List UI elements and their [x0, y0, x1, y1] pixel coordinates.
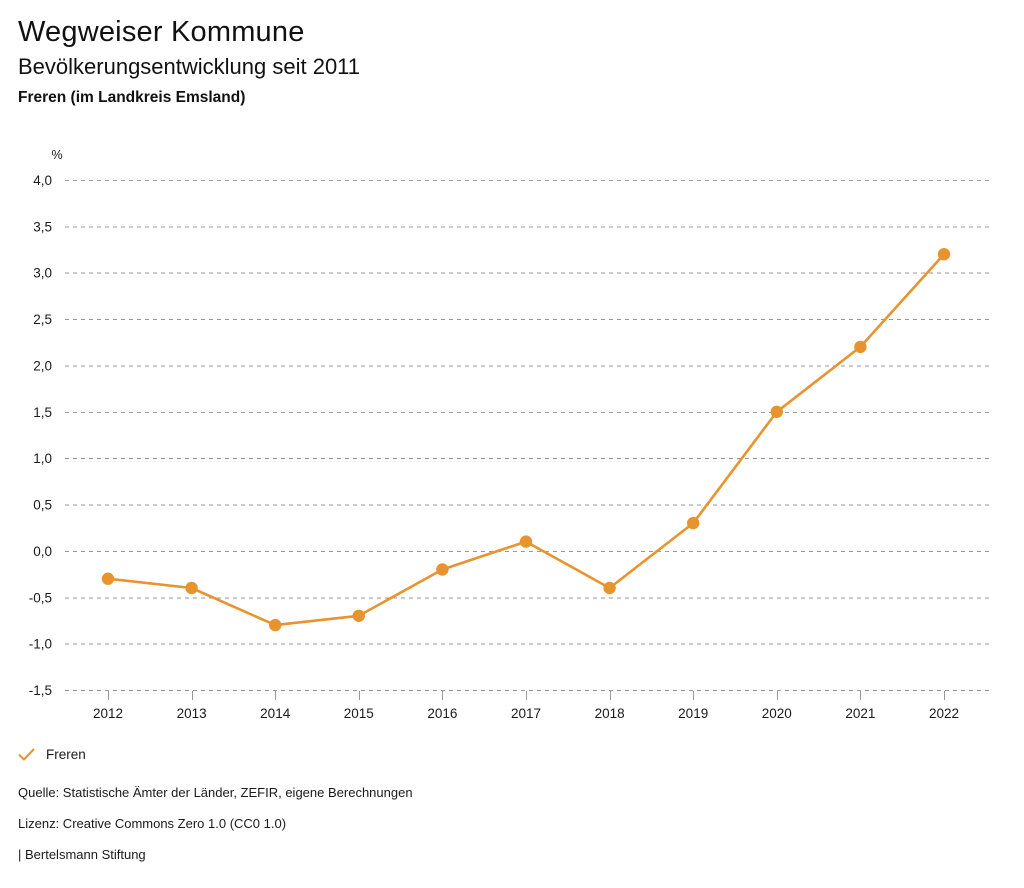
- y-axis-tick-label: 2,0: [33, 358, 52, 373]
- y-axis-tick-label: 1,0: [33, 451, 52, 466]
- x-axis-tick-label: 2015: [344, 706, 374, 721]
- x-axis-tick-label: 2013: [177, 706, 207, 721]
- y-axis-unit-label: %: [51, 148, 62, 162]
- line-chart: 4,0 3,5 3,0 2,5 2,0 1,5 1,0 0,5 0,0 -0,5 -1,0 -1,5 …: [29, 148, 991, 721]
- x-axis-labels-group: 2012 2013 2014 2015 2016 2017 2018 2019 2020 2021…: [93, 706, 959, 721]
- data-point[interactable]: [603, 581, 616, 595]
- y-axis-labels-group: 4,0 3,5 3,0 2,5 2,0 1,5 1,0 0,5 0,0 -0,5 -1,0 -1,5: [29, 173, 52, 698]
- y-axis-tick-label: -1,5: [29, 683, 52, 698]
- data-point[interactable]: [519, 535, 533, 548]
- series-line-freren: [106, 252, 946, 627]
- data-point[interactable]: [687, 516, 700, 530]
- chart-footer: Quelle: Statistische Ämter der Länder, Z…: [18, 784, 998, 863]
- gridlines-group: [65, 180, 991, 691]
- x-axis-ticks-group: [108, 691, 945, 700]
- x-axis-tick-label: 2021: [845, 706, 875, 721]
- data-point[interactable]: [937, 248, 951, 261]
- chart-location-label: Freren (im Landkreis Emsland): [18, 89, 246, 106]
- chart-subtitle: Bevölkerungsentwicklung seit 2011: [18, 54, 361, 79]
- data-point[interactable]: [854, 340, 867, 354]
- data-point[interactable]: [770, 405, 783, 418]
- y-axis-tick-label: -0,5: [29, 590, 52, 605]
- legend-item-freren[interactable]: Freren: [18, 746, 86, 764]
- x-axis-tick-label: 2016: [427, 706, 457, 721]
- data-point[interactable]: [269, 618, 282, 632]
- y-axis-tick-label: -1,0: [29, 637, 52, 652]
- x-axis-tick-label: 2014: [260, 706, 291, 721]
- y-axis-tick-label: 1,5: [33, 405, 52, 420]
- y-axis-tick-label: 0,0: [33, 544, 52, 559]
- page-title: Wegweiser Kommune: [18, 16, 305, 48]
- check-icon: [18, 748, 35, 761]
- legend-label: Freren: [46, 747, 86, 762]
- x-axis-tick-label: 2012: [93, 706, 123, 721]
- chart-canvas: 4,03,53,02,52,01,51,00,50,0-0,5-1,0-1,5 …: [29, 148, 991, 721]
- footer-license: Lizenz: Creative Commons Zero 1.0 (CC0 1…: [18, 816, 287, 831]
- data-point[interactable]: [101, 572, 115, 585]
- x-axis-tick-label: 2017: [511, 706, 541, 721]
- data-point[interactable]: [436, 563, 449, 576]
- data-point[interactable]: [185, 581, 198, 595]
- footer-publisher: | Bertelsmann Stiftung: [18, 847, 146, 862]
- y-axis-tick-label: 0,5: [33, 498, 52, 513]
- x-axis-tick-label: 2020: [762, 706, 792, 721]
- x-axis-tick-label: 2022: [929, 706, 959, 721]
- series-group: [101, 248, 951, 632]
- y-axis-tick-label: 3,5: [33, 219, 52, 234]
- chart-legend: Freren: [18, 744, 86, 766]
- x-axis-tick-label: 2019: [678, 706, 708, 721]
- y-axis-tick-label: 2,5: [33, 312, 52, 327]
- data-point[interactable]: [352, 609, 365, 622]
- footer-source: Quelle: Statistische Ämter der Länder, Z…: [18, 785, 413, 800]
- y-axis-tick-label: 4,0: [33, 173, 52, 188]
- y-axis-tick-label: 3,0: [33, 266, 52, 281]
- x-axis-tick-label: 2018: [595, 706, 625, 721]
- chart-header: Wegweiser Kommune Bevölkerungsentwicklun…: [18, 14, 360, 109]
